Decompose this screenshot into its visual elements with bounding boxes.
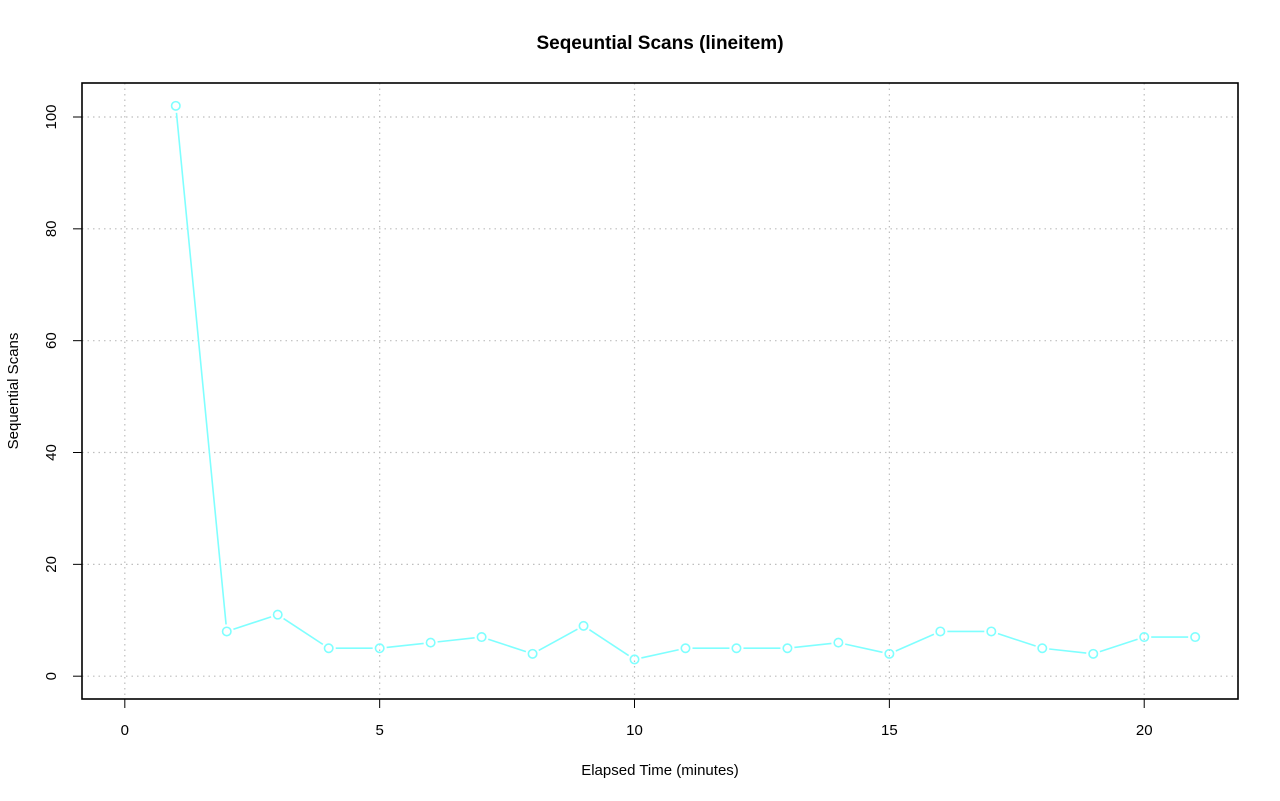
series-line-segment — [538, 628, 578, 652]
data-point — [935, 626, 946, 637]
data-point — [731, 643, 742, 654]
data-point — [221, 626, 232, 637]
data-point — [680, 643, 691, 654]
y-axis: 0 20 40 60 80 100 — [43, 104, 82, 680]
series-line-segment — [1099, 638, 1138, 653]
data-point — [425, 637, 436, 648]
data-point — [1139, 632, 1150, 643]
y-tick-label: 0 — [43, 672, 60, 680]
data-point — [170, 100, 181, 111]
data-point — [323, 643, 334, 654]
data-point — [782, 643, 793, 654]
series-line-segment — [1049, 648, 1087, 654]
data-point — [578, 620, 589, 631]
x-tick-label: 0 — [121, 722, 129, 739]
series-line-segment — [437, 637, 475, 643]
x-tick-label: 10 — [626, 722, 643, 739]
series-line-segment — [588, 629, 630, 657]
x-axis: 0 5 10 15 20 — [121, 699, 1153, 739]
x-tick-label: 20 — [1136, 722, 1153, 739]
series-line-segment — [997, 632, 1036, 647]
plot-frame — [81, 82, 1239, 700]
series-line-segment — [794, 642, 832, 649]
data-point — [833, 637, 844, 648]
y-tick-label: 80 — [43, 220, 60, 237]
series-line-segment — [233, 616, 272, 631]
data-point — [1190, 632, 1201, 643]
y-axis-label: Sequential Scans — [5, 333, 22, 450]
series-line-segment — [641, 648, 679, 659]
series-line-segment — [895, 633, 935, 652]
series-line-segment — [845, 643, 883, 654]
x-axis-label: Elapsed Time (minutes) — [581, 762, 739, 779]
x-tick-label: 15 — [881, 722, 898, 739]
data-point — [1037, 643, 1048, 654]
data-point — [476, 632, 487, 643]
y-tick-label: 20 — [43, 556, 60, 573]
data-point — [1088, 648, 1099, 659]
grid-lines — [82, 83, 1238, 699]
series-line-segment — [386, 642, 424, 649]
data-point — [272, 609, 283, 620]
data-point — [629, 654, 640, 665]
data-point — [374, 643, 385, 654]
data-point — [884, 648, 895, 659]
data-point — [527, 648, 538, 659]
y-tick-label: 40 — [43, 444, 60, 461]
chart-title: Seqeuntial Scans (lineitem) — [536, 33, 783, 54]
series-line-segment — [488, 638, 527, 653]
series-line-segment — [283, 617, 324, 646]
x-tick-label: 5 — [375, 722, 383, 739]
series-line-segment — [175, 112, 227, 625]
y-tick-label: 100 — [43, 104, 60, 129]
series-layer — [170, 100, 1201, 665]
data-point — [986, 626, 997, 637]
y-tick-label: 60 — [43, 332, 60, 349]
